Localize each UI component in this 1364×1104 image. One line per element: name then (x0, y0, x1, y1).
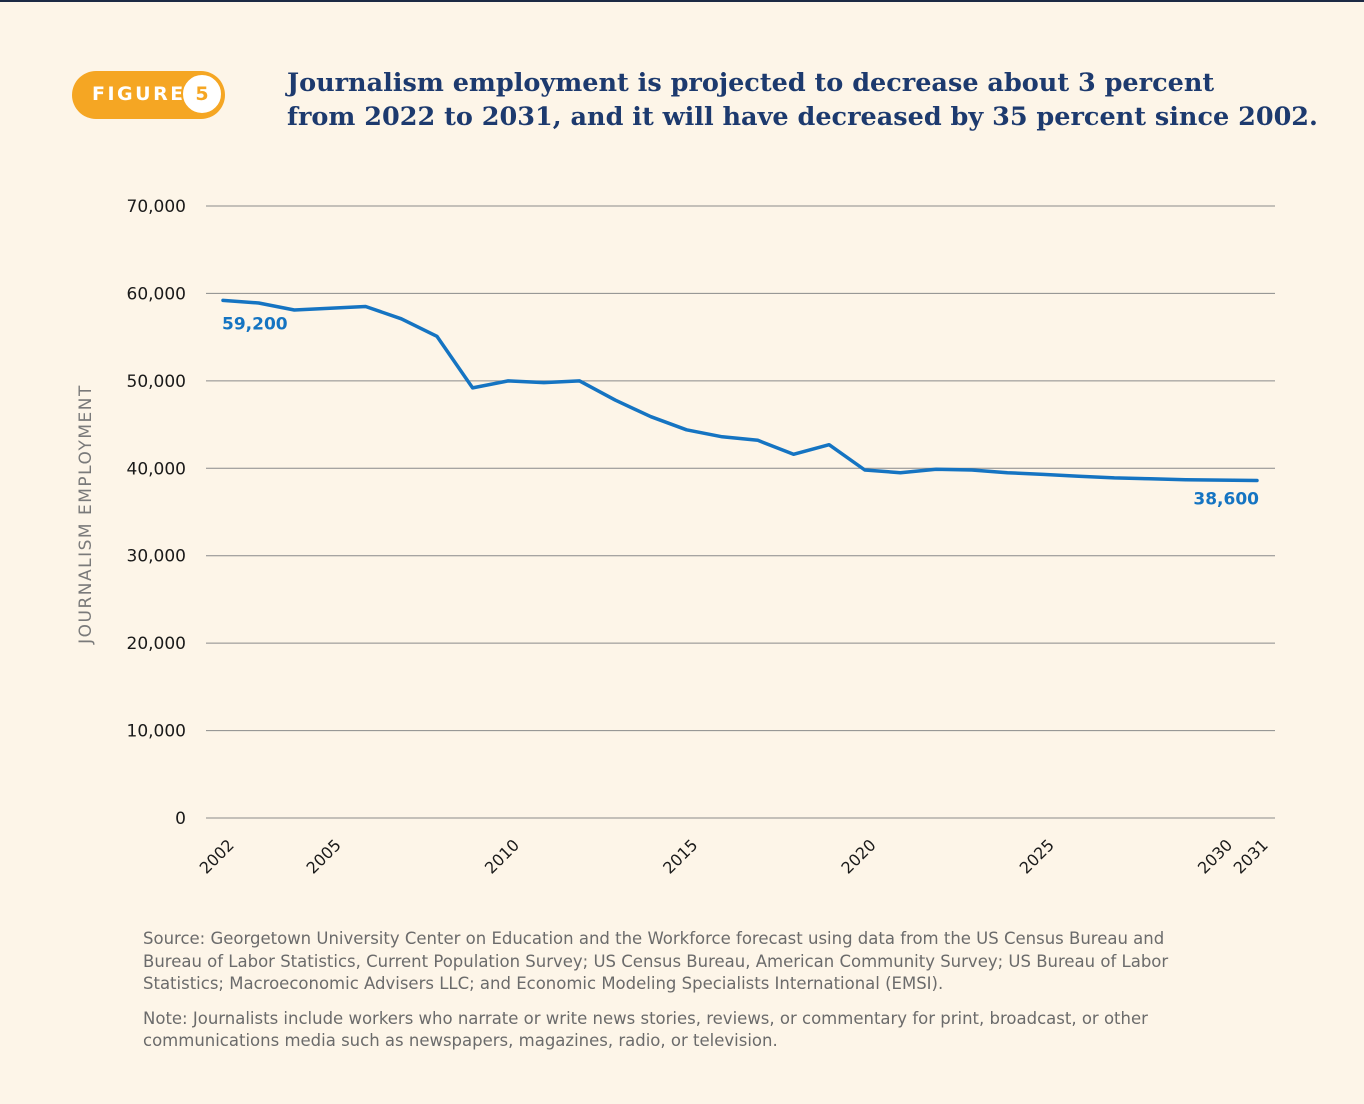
chart-title: Journalism employment is projected to de… (287, 66, 1318, 134)
figure-label: FIGURE (92, 83, 186, 105)
chart-title-line-2: from 2022 to 2031, and it will have decr… (287, 102, 1318, 132)
y-tick-labels: 0 10,000 20,000 30,000 40,000 50,000 60,000 70,… (127, 197, 186, 829)
x-tick-label: 2025 (1016, 835, 1058, 877)
x-tick-label: 2020 (837, 835, 879, 877)
x-tick-label: 2015 (659, 835, 701, 877)
y-tick-label: 0 (175, 809, 186, 829)
y-tick-label: 30,000 (127, 547, 186, 567)
gridlines (206, 205, 1275, 819)
source-notes: Source: Georgetown University Center on … (143, 928, 1203, 1065)
x-tick-label: 2005 (303, 835, 345, 877)
y-tick-label: 40,000 (127, 459, 186, 479)
line-chart: 0 10,000 20,000 30,000 40,000 50,000 60,000 70,… (127, 197, 1275, 878)
data-label: 38,600 (1193, 490, 1259, 510)
chart-title-line-1: Journalism employment is projected to de… (287, 68, 1215, 98)
source-text: Source: Georgetown University Center on … (143, 929, 1169, 993)
x-tick-label: 2010 (481, 835, 523, 877)
x-tick-label: 2031 (1230, 835, 1272, 877)
y-tick-label: 10,000 (127, 722, 186, 742)
data-label: 59,200 (222, 314, 288, 334)
y-tick-label: 20,000 (127, 634, 186, 654)
note-text: Note: Journalists include workers who na… (143, 1008, 1148, 1051)
series-line (221, 298, 1259, 483)
annotations: 59,200 38,600 (222, 314, 1259, 509)
x-tick-label: 2030 (1194, 835, 1236, 877)
series-group (221, 298, 1259, 483)
y-tick-label: 50,000 (127, 372, 186, 392)
y-tick-label: 70,000 (127, 197, 186, 217)
x-tick-label: 2002 (196, 835, 238, 877)
figure-number: 5 (181, 73, 223, 115)
top-rule (0, 0, 1364, 2)
y-tick-label: 60,000 (127, 284, 186, 304)
